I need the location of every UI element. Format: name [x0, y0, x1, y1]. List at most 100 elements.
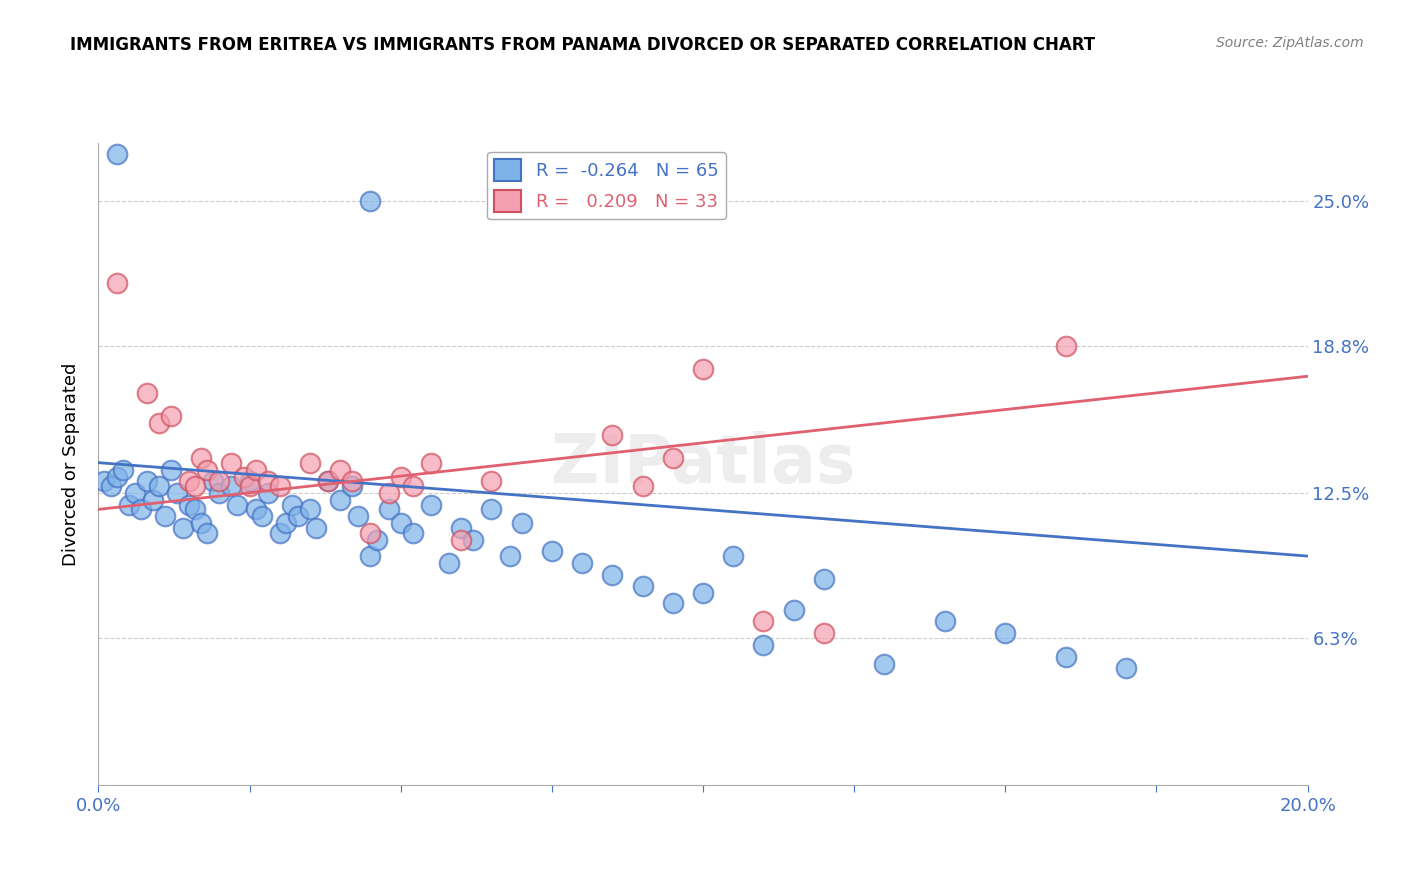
Point — [752, 638, 775, 652]
Point — [631, 579, 654, 593]
Y-axis label: Divorced or Separated: Divorced or Separated — [62, 362, 80, 566]
Point — [783, 603, 806, 617]
Point — [172, 521, 194, 535]
Point — [723, 549, 745, 563]
Point — [245, 502, 267, 516]
Point — [179, 475, 201, 489]
Point — [389, 469, 412, 483]
Point — [662, 450, 685, 465]
Point — [287, 509, 309, 524]
Point — [299, 502, 322, 516]
Point — [153, 509, 176, 524]
Point — [166, 486, 188, 500]
Point — [602, 567, 624, 582]
Point — [377, 502, 399, 516]
Text: ZIPatlas: ZIPatlas — [551, 431, 855, 497]
Point — [142, 493, 165, 508]
Point — [111, 463, 134, 477]
Point — [481, 475, 503, 489]
Point — [994, 626, 1017, 640]
Point — [402, 479, 425, 493]
Point — [662, 596, 685, 610]
Point — [195, 525, 218, 540]
Point — [221, 479, 243, 493]
Point — [631, 479, 654, 493]
Point — [239, 479, 262, 493]
Point — [510, 516, 533, 531]
Point — [450, 521, 472, 535]
Point — [347, 509, 370, 524]
Point — [450, 533, 472, 547]
Point — [208, 486, 231, 500]
Point — [124, 486, 146, 500]
Point — [135, 475, 157, 489]
Point — [1054, 649, 1077, 664]
Point — [463, 533, 485, 547]
Point — [105, 276, 128, 290]
Text: Source: ZipAtlas.com: Source: ZipAtlas.com — [1216, 36, 1364, 50]
Point — [402, 525, 425, 540]
Point — [498, 549, 520, 563]
Point — [221, 456, 243, 470]
Point — [179, 498, 201, 512]
Point — [437, 556, 460, 570]
Point — [105, 147, 128, 161]
Point — [316, 475, 339, 489]
Point — [190, 450, 212, 465]
Point — [135, 385, 157, 400]
Point — [184, 479, 207, 493]
Point — [274, 516, 297, 531]
Point — [420, 456, 443, 470]
Point — [305, 521, 328, 535]
Point — [692, 362, 714, 376]
Point — [184, 502, 207, 516]
Point — [329, 463, 352, 477]
Point — [245, 463, 267, 477]
Point — [281, 498, 304, 512]
Point — [250, 509, 273, 524]
Point — [752, 615, 775, 629]
Point — [226, 498, 249, 512]
Point — [360, 549, 382, 563]
Point — [366, 533, 388, 547]
Point — [420, 498, 443, 512]
Point — [360, 194, 382, 208]
Point — [602, 427, 624, 442]
Point — [195, 463, 218, 477]
Point — [93, 475, 115, 489]
Point — [316, 475, 339, 489]
Point — [934, 615, 956, 629]
Point — [1054, 339, 1077, 353]
Point — [239, 475, 262, 489]
Point — [813, 573, 835, 587]
Point — [342, 475, 364, 489]
Point — [377, 486, 399, 500]
Point — [202, 475, 225, 489]
Point — [269, 525, 291, 540]
Point — [208, 475, 231, 489]
Point — [873, 657, 896, 671]
Point — [299, 456, 322, 470]
Point — [813, 626, 835, 640]
Point — [256, 486, 278, 500]
Point — [256, 475, 278, 489]
Legend: R =  -0.264   N = 65, R =   0.209   N = 33: R = -0.264 N = 65, R = 0.209 N = 33 — [486, 152, 725, 219]
Point — [100, 479, 122, 493]
Point — [129, 502, 152, 516]
Point — [148, 416, 170, 430]
Point — [269, 479, 291, 493]
Point — [148, 479, 170, 493]
Point — [118, 498, 141, 512]
Point — [571, 556, 593, 570]
Point — [160, 409, 183, 423]
Point — [540, 544, 562, 558]
Point — [1115, 661, 1137, 675]
Point — [692, 586, 714, 600]
Point — [481, 502, 503, 516]
Point — [232, 469, 254, 483]
Point — [329, 493, 352, 508]
Point — [342, 479, 364, 493]
Point — [190, 516, 212, 531]
Text: IMMIGRANTS FROM ERITREA VS IMMIGRANTS FROM PANAMA DIVORCED OR SEPARATED CORRELAT: IMMIGRANTS FROM ERITREA VS IMMIGRANTS FR… — [70, 36, 1095, 54]
Point — [360, 525, 382, 540]
